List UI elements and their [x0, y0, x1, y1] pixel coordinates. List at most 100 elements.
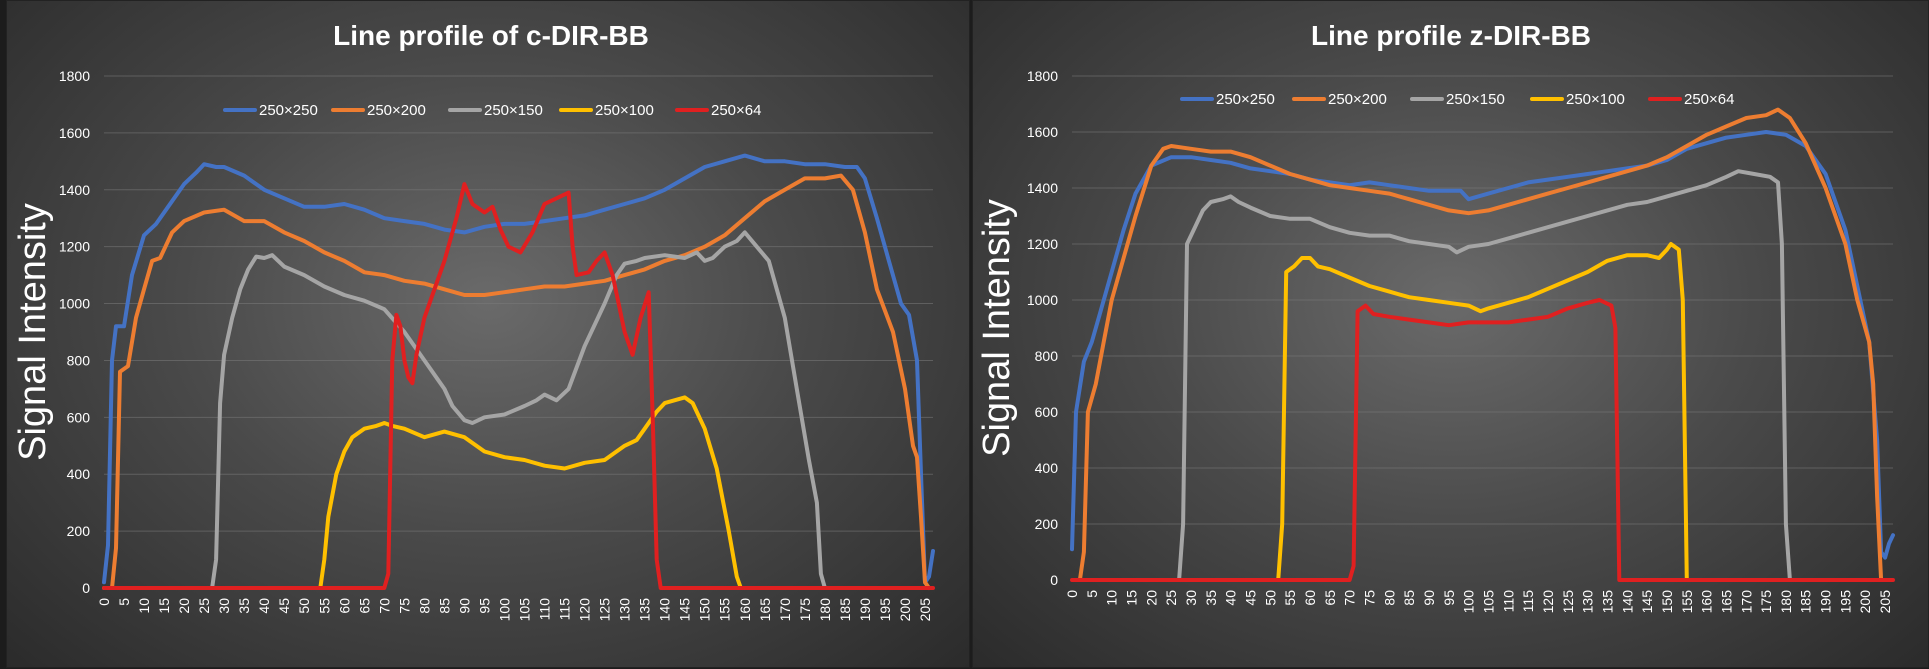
x-tick-label: 30 — [1183, 590, 1199, 606]
x-tick-label: 95 — [476, 598, 492, 614]
y-tick-label: 1600 — [59, 125, 90, 141]
x-tick-label: 70 — [376, 598, 392, 614]
x-tick-label: 190 — [1818, 590, 1834, 614]
y-tick-label: 1800 — [59, 68, 90, 84]
x-tick-label: 5 — [1084, 590, 1100, 598]
x-tick-label: 90 — [1421, 590, 1437, 606]
legend-entry: 250×100 — [1566, 91, 1625, 108]
y-tick-label: 1000 — [59, 296, 90, 312]
y-tick-label: 600 — [1035, 404, 1059, 420]
x-tick-label: 125 — [597, 598, 613, 622]
x-tick-label: 155 — [1679, 590, 1695, 614]
x-tick-label: 5 — [116, 598, 132, 606]
y-tick-label: 1600 — [1027, 124, 1058, 140]
series-line-0 — [102, 153, 935, 585]
x-tick-label: 65 — [356, 598, 372, 614]
y-tick-label: 1400 — [59, 182, 90, 198]
x-tick-label: 120 — [577, 598, 593, 622]
x-tick-label: 175 — [797, 598, 813, 622]
series-line-3 — [1276, 242, 1689, 582]
legend-entry: 250×250 — [1216, 91, 1275, 108]
x-tick-label: 50 — [296, 598, 312, 614]
y-tick-label: 200 — [67, 523, 91, 539]
x-tick-label: 105 — [517, 598, 533, 622]
legend-entry: 250×200 — [367, 102, 426, 119]
x-tick-label: 0 — [1064, 590, 1080, 598]
series-line-0 — [1070, 130, 1895, 560]
x-tick-label: 85 — [1401, 590, 1417, 606]
x-tick-label: 115 — [557, 598, 573, 621]
x-tick-label: 15 — [156, 598, 172, 614]
chart-title: Line profile of c-DIR-BB — [333, 20, 649, 51]
y-tick-label: 1200 — [59, 239, 90, 255]
x-tick-label: 160 — [1699, 590, 1715, 614]
x-tick-label: 185 — [837, 598, 853, 622]
x-tick-label: 75 — [1361, 590, 1377, 606]
y-tick-label: 0 — [1050, 572, 1058, 588]
x-tick-label: 200 — [897, 598, 913, 622]
x-tick-label: 110 — [1500, 590, 1516, 613]
x-tick-label: 200 — [1857, 590, 1873, 614]
y-tick-label: 1000 — [1027, 292, 1058, 308]
x-tick-label: 80 — [416, 598, 432, 614]
x-tick-label: 145 — [677, 598, 693, 622]
x-tick-label: 35 — [1203, 590, 1219, 606]
x-tick-label: 60 — [1302, 590, 1318, 606]
series-line-1 — [102, 173, 931, 590]
series-line-4 — [102, 182, 935, 590]
y-tick-label: 1800 — [1027, 68, 1058, 84]
x-tick-label: 70 — [1342, 590, 1358, 606]
x-tick-label: 20 — [176, 598, 192, 614]
series-line-4 — [1070, 298, 1895, 582]
x-tick-label: 165 — [1718, 590, 1734, 614]
chart-left: Line profile of c-DIR-BB Signal Intensity… — [12, 20, 935, 622]
x-tick-label: 105 — [1480, 590, 1496, 614]
x-tick-label: 125 — [1560, 590, 1576, 614]
x-tick-label: 30 — [216, 598, 232, 614]
x-tick-label: 155 — [717, 598, 733, 622]
series-line-2 — [1177, 169, 1792, 582]
x-tick-label: 170 — [777, 598, 793, 622]
x-tick-label: 135 — [1599, 590, 1615, 614]
legend-entry: 250×150 — [484, 102, 543, 119]
x-tick-label: 150 — [697, 598, 713, 622]
chart-right: Line profile z-DIR-BB Signal Intensity 0 20… — [976, 20, 1895, 614]
x-tick-label: 115 — [1520, 590, 1536, 613]
x-tick-label: 15 — [1123, 590, 1139, 606]
chart-panel-right: Line profile z-DIR-BB Signal Intensity 0 20… — [972, 0, 1929, 668]
x-tick-label: 95 — [1441, 590, 1457, 606]
x-tick-label: 40 — [1223, 590, 1239, 606]
x-tick-label: 45 — [1242, 590, 1258, 606]
x-tick-label: 180 — [1778, 590, 1794, 614]
x-tick-label: 195 — [877, 598, 893, 622]
x-tick-label: 120 — [1540, 590, 1556, 614]
y-tick-label: 400 — [67, 466, 91, 482]
x-tick-label: 50 — [1262, 590, 1278, 606]
x-tick-label: 85 — [436, 598, 452, 614]
x-tick-label: 150 — [1659, 590, 1675, 614]
legend-entry: 250×100 — [595, 102, 654, 119]
x-tick-label: 55 — [316, 598, 332, 614]
x-tick-label: 185 — [1798, 590, 1814, 614]
x-tick-label: 145 — [1639, 590, 1655, 614]
x-tick-label: 35 — [236, 598, 252, 614]
x-tick-label: 20 — [1143, 590, 1159, 606]
x-tick-label: 130 — [1580, 590, 1596, 614]
x-tick-label: 130 — [617, 598, 633, 622]
x-tick-label: 100 — [1461, 590, 1477, 614]
series-line-1 — [1077, 107, 1884, 582]
x-tick-label: 80 — [1381, 590, 1397, 606]
x-tick-label: 170 — [1738, 590, 1754, 614]
x-tick-label: 90 — [456, 598, 472, 614]
x-tick-label: 55 — [1282, 590, 1298, 606]
y-axis-label: Signal Intensity — [12, 203, 54, 461]
x-tick-label: 205 — [1877, 590, 1893, 614]
series-line-3 — [318, 395, 743, 590]
x-tick-label: 195 — [1837, 590, 1853, 614]
x-tick-label: 45 — [276, 598, 292, 614]
x-tick-label: 175 — [1758, 590, 1774, 614]
y-tick-label: 400 — [1035, 460, 1059, 476]
x-tick-label: 25 — [196, 598, 212, 614]
series-line-2 — [210, 230, 827, 590]
x-tick-label: 60 — [336, 598, 352, 614]
